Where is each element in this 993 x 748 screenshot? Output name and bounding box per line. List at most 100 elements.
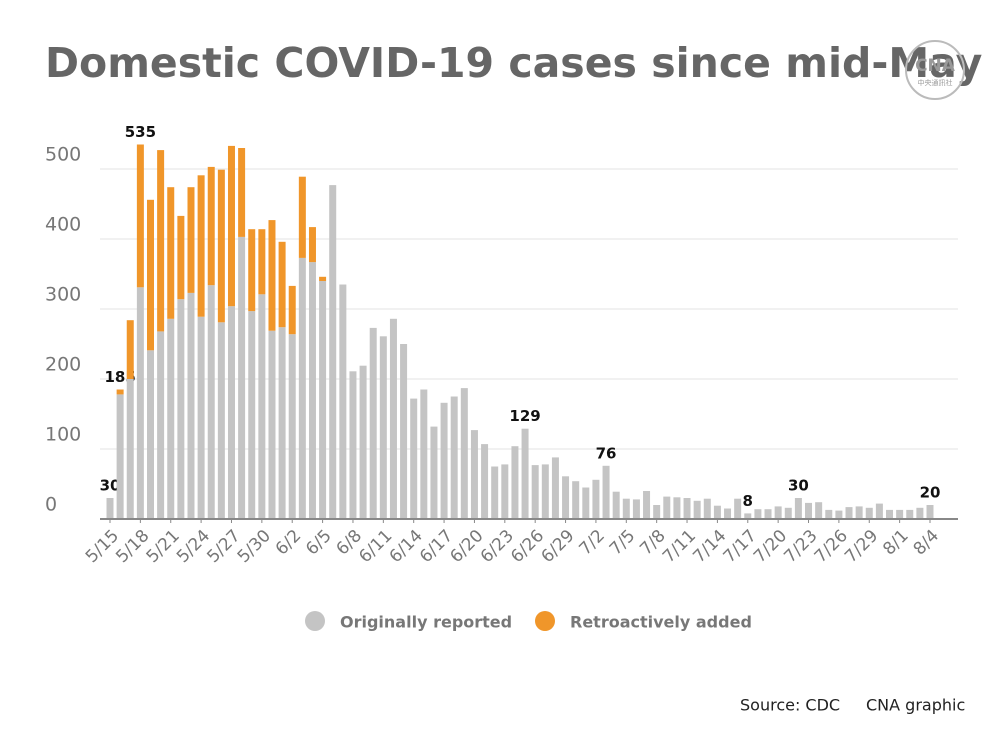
bar-segment [430, 426, 438, 519]
bar-segment [197, 316, 205, 519]
bar-segment [815, 502, 823, 519]
bar-segment [896, 509, 904, 519]
bar-segment [754, 509, 762, 519]
bar-segment [562, 476, 570, 519]
bar-segment [116, 394, 124, 519]
bar-segment [481, 444, 489, 519]
bar-segment [126, 320, 134, 379]
bar-segment [673, 497, 681, 519]
bar-segment [207, 166, 215, 286]
bar-segment [511, 446, 519, 519]
bar-segment [774, 506, 782, 519]
bar-segment [217, 169, 225, 323]
bar-segment [572, 481, 580, 519]
bar-segment [217, 322, 225, 519]
bar-segment [339, 284, 347, 519]
logo-text: CNA [915, 56, 956, 76]
bar-segment [400, 344, 408, 519]
bar-segment [379, 336, 387, 519]
bar-segment [582, 487, 590, 519]
bar-segment [845, 507, 853, 519]
bar-segment [167, 318, 175, 519]
bar-segment [359, 365, 367, 519]
bar-segment [491, 466, 499, 519]
bar-segment [460, 388, 468, 519]
data-label: 30 [788, 477, 809, 495]
bar-segment [764, 509, 772, 519]
bar-segment [278, 241, 286, 328]
bar-segment [197, 175, 205, 317]
bar-segment [146, 199, 154, 351]
bar-segment [531, 465, 539, 519]
bar-segment [288, 334, 296, 519]
bar-segment [653, 505, 661, 519]
bar-segment [126, 379, 134, 519]
data-label: 30 [100, 477, 121, 495]
bar-segment [298, 257, 306, 519]
logo-ring [905, 40, 965, 100]
bar-segment [622, 498, 630, 519]
bar-segment [926, 505, 934, 519]
logo-subtext: 中央通訊社 [918, 78, 953, 87]
bar-segment [703, 498, 711, 519]
bar-segment [248, 311, 256, 519]
y-tick-label: 400 [45, 214, 81, 236]
bar-segment [693, 500, 701, 519]
bar-segment [278, 327, 286, 519]
y-tick-label: 0 [45, 494, 57, 516]
data-label: 8 [743, 492, 753, 510]
bar-segment [551, 457, 559, 519]
bar-segment [541, 464, 549, 519]
bar-segment [288, 285, 296, 335]
bar-segment [592, 479, 600, 519]
bar-segment [886, 509, 894, 519]
bar-segment [258, 294, 266, 519]
bar-segment [167, 187, 175, 319]
bar-segment [470, 430, 478, 519]
bar-segment [238, 236, 246, 519]
logo: CNA 中央通訊社 [905, 40, 965, 100]
bar-segment [146, 350, 154, 519]
chart-title: Domestic COVID-19 cases since mid-May [45, 39, 982, 87]
bar-segment [116, 389, 124, 395]
bar-segment [663, 496, 671, 519]
data-label: 129 [509, 407, 540, 425]
bar-segment [835, 510, 843, 519]
bar-segment [643, 491, 651, 519]
y-tick-label: 300 [45, 284, 81, 306]
bar-segment [319, 281, 327, 519]
credit: CNA graphic [866, 696, 965, 715]
bar-segment [602, 465, 610, 519]
bar-segment [612, 491, 620, 519]
data-label: 76 [596, 444, 617, 462]
bar-segment [136, 287, 144, 519]
bar-segment [632, 499, 640, 519]
bar-segment [136, 144, 144, 288]
legend-label: Originally reported [340, 613, 512, 632]
bar-segment [157, 331, 165, 519]
bar-segment [177, 299, 185, 519]
bar-segment [187, 187, 195, 293]
data-label: 535 [125, 123, 156, 141]
bar-segment [389, 318, 397, 519]
bar-segment [308, 262, 316, 519]
bar-segment [298, 176, 306, 258]
bar-segment [227, 306, 235, 519]
bar-segment [157, 150, 165, 332]
bar-segment [349, 371, 357, 519]
bar-segment [825, 509, 833, 519]
data-label: 20 [920, 484, 941, 502]
bar-segment [501, 464, 509, 519]
bar-segment [683, 498, 691, 519]
bar-segment [106, 498, 114, 519]
source: Source: CDC [740, 696, 840, 715]
bar-segment [906, 509, 914, 519]
bar-segment [268, 330, 276, 519]
bar-segment [450, 396, 458, 519]
bar-segment [440, 402, 448, 519]
bar-segment [207, 285, 215, 519]
y-tick-label: 100 [45, 424, 81, 446]
bar-segment [420, 389, 428, 519]
